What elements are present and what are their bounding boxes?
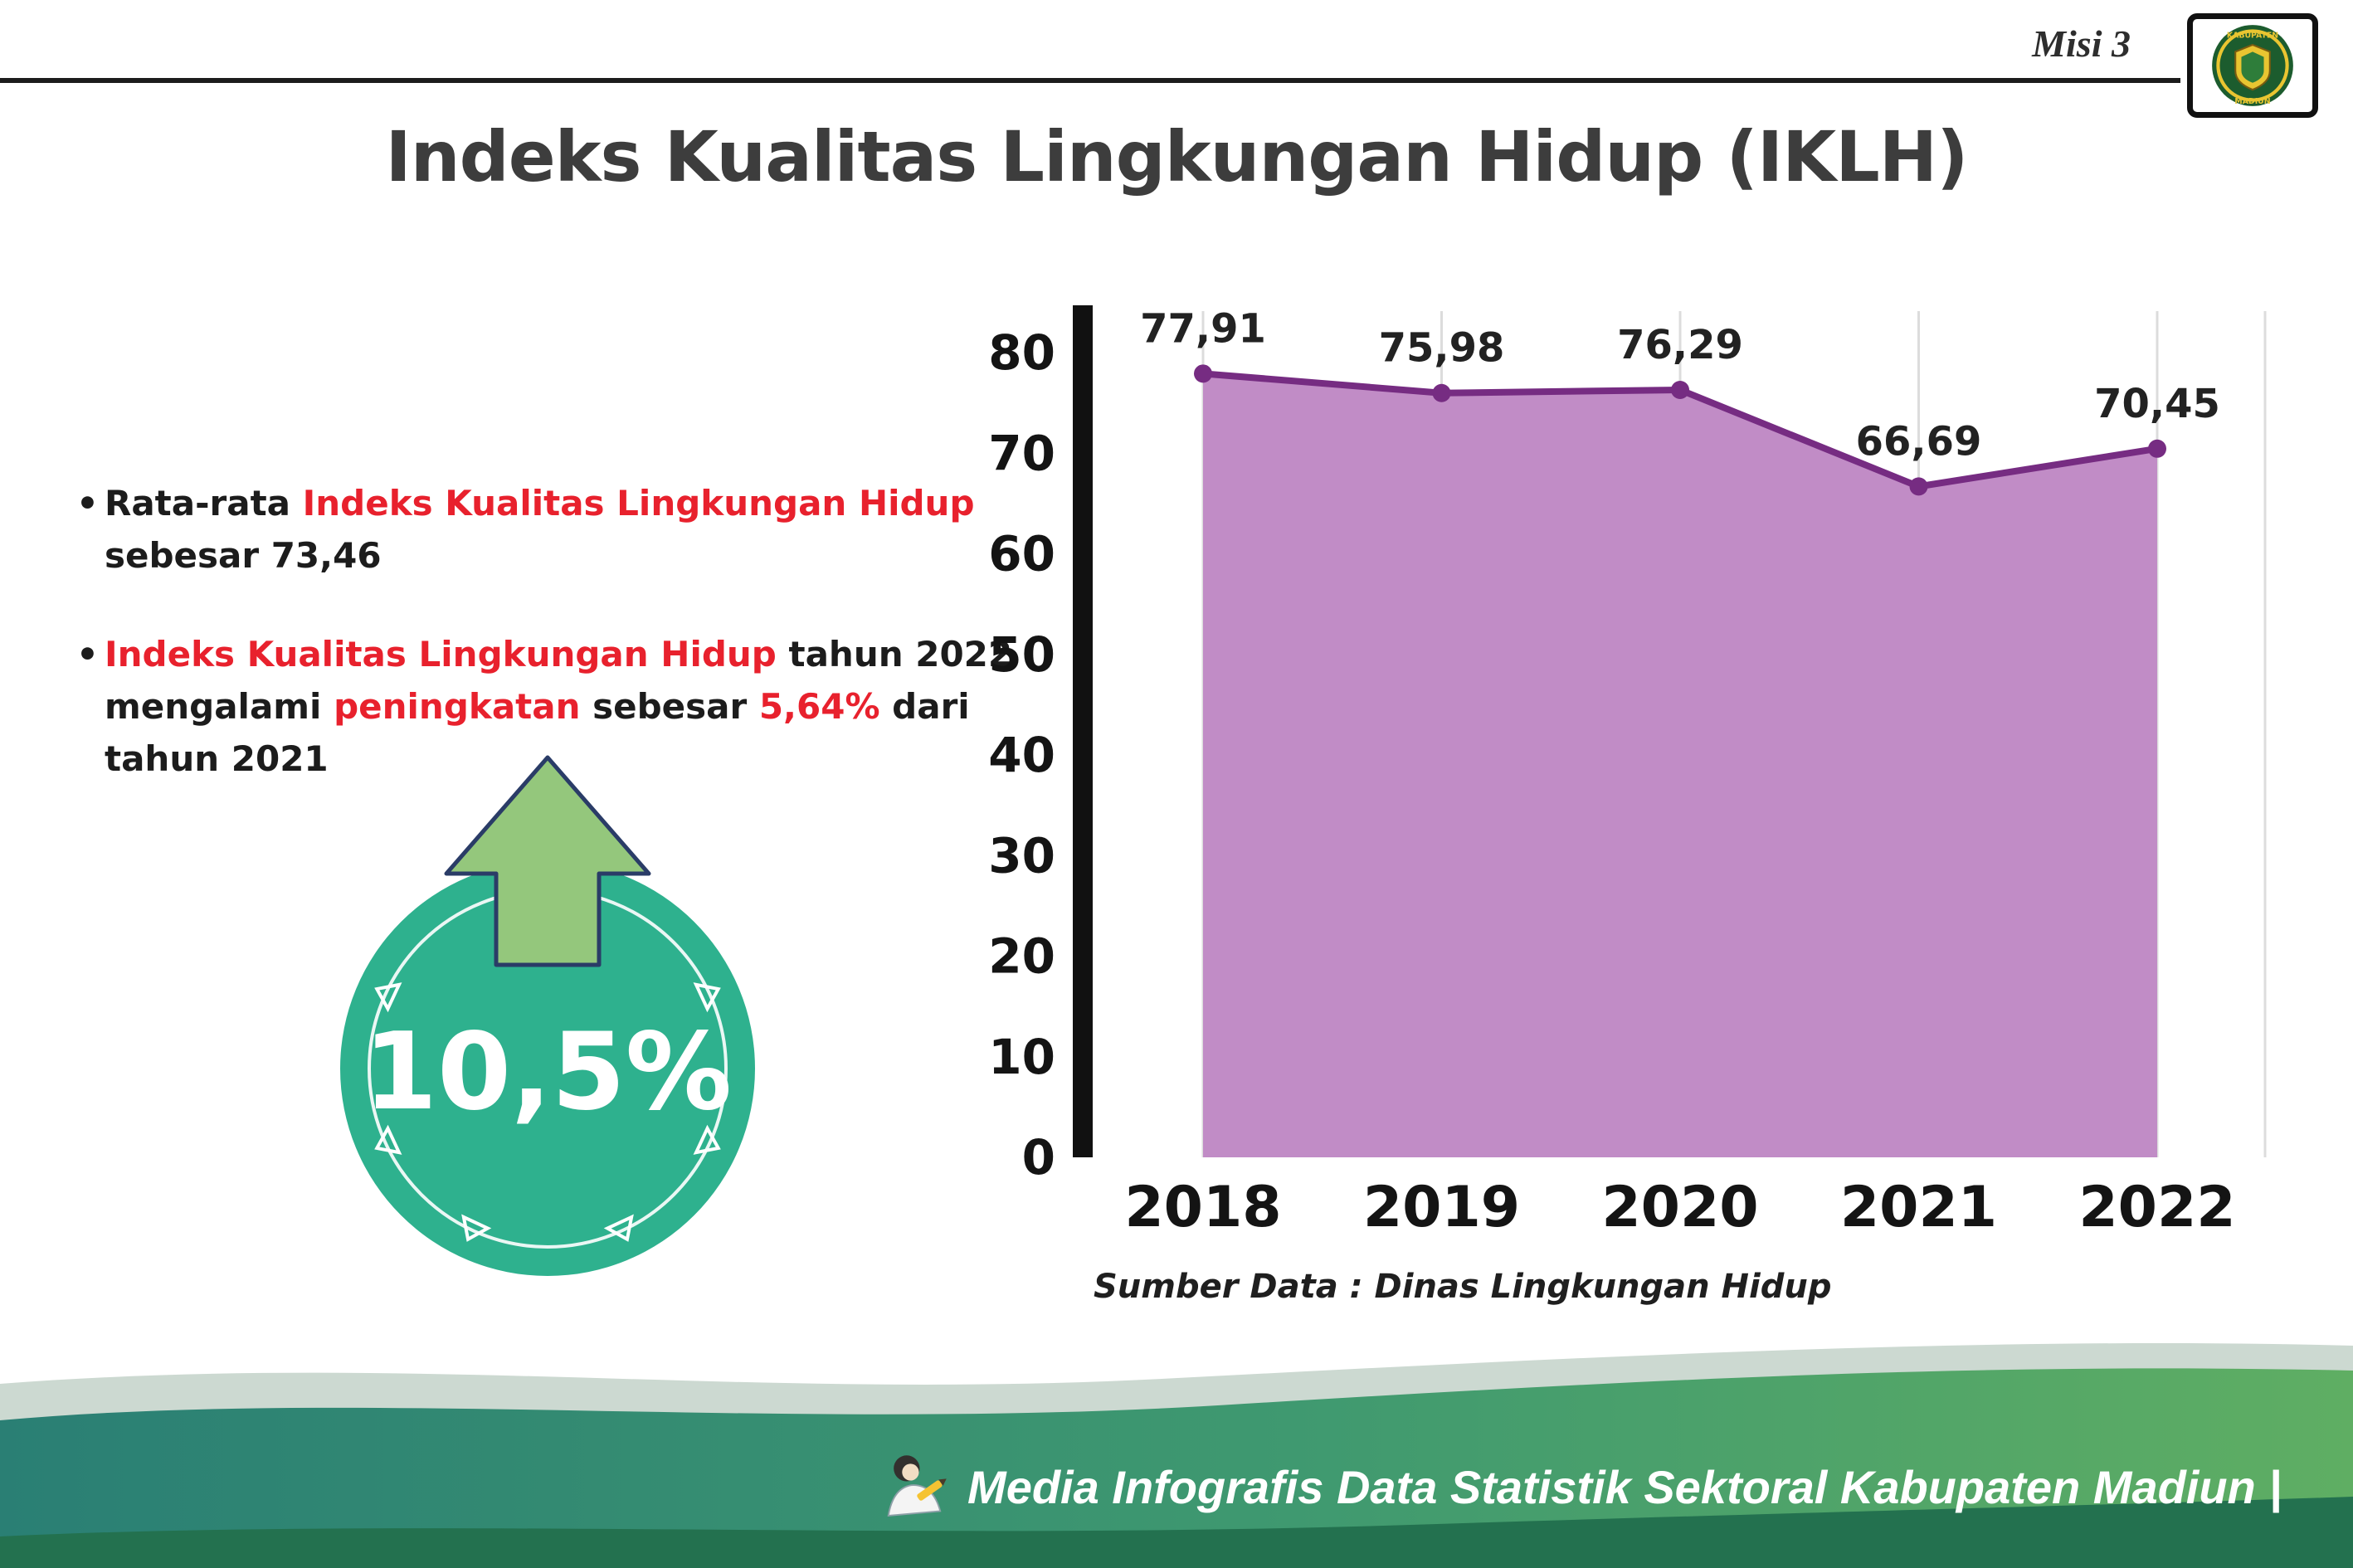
y-tick-label: 10: [988, 1029, 1055, 1085]
mascot-icon: [887, 1455, 947, 1517]
x-tick-label: 2021: [1840, 1175, 1997, 1240]
point-label: 77,91: [1140, 305, 1266, 352]
data-point: [1432, 383, 1451, 402]
logo-text-bottom: MADIUN: [2234, 97, 2270, 106]
chart-canvas: 0 10 20 30 40 50 60 70 80 2018 2019 2020 2021 2022 77,…: [988, 305, 2267, 1240]
bullet-increase-2022: Indeks Kualitas Lingkungan Hidup tahun 2…: [76, 628, 1014, 785]
mascot-face: [902, 1463, 919, 1481]
ring-tick-triangle: [461, 1214, 492, 1242]
percent-value: 10,5%: [363, 1010, 732, 1134]
bullet-text-segment: Indeks Kualitas Lingkungan Hidup: [302, 483, 975, 523]
logo-shield-inner: [2241, 51, 2264, 83]
ring-tick-triangle: [693, 982, 721, 1013]
ring-tick-triangle: [374, 1124, 402, 1155]
header-rule: [0, 78, 2180, 83]
y-tick-label: 80: [988, 324, 1055, 381]
bullet-text-segment: Indeks Kualitas Lingkungan Hidup: [105, 634, 777, 674]
footer-caption: Media Infografis Data Statistik Sektoral…: [967, 1460, 2282, 1513]
summary-bullets: Rata-rata Indeks Kualitas Lingkungan Hid…: [76, 477, 1014, 831]
misi-label: Misi 3: [2032, 22, 2131, 65]
bullet-text-segment: dari tahun 2021: [105, 686, 970, 779]
y-tick-label: 40: [988, 727, 1055, 783]
percent-badge-graphic: 10,5%: [340, 755, 755, 1276]
x-tick-label: 2019: [1363, 1175, 1520, 1240]
logo-crest-icon: KABUPATEN MADIUN: [2212, 25, 2293, 106]
percent-increase-badge: 10,5%: [315, 745, 780, 1293]
ring-tick-triangle: [693, 1124, 721, 1155]
data-point: [1194, 364, 1212, 383]
data-source-label: Sumber Data : Dinas Lingkungan Hidup: [1094, 1268, 1832, 1306]
up-arrow-icon: [444, 755, 651, 967]
data-point: [1909, 477, 1928, 496]
y-tick-label: 20: [988, 928, 1055, 985]
ring-tick-triangle: [603, 1214, 634, 1242]
bullet-text-segment: sebesar 73,46: [105, 535, 382, 576]
y-tick-label: 70: [988, 425, 1055, 481]
logo-text-top: KABUPATEN: [2227, 32, 2278, 41]
bullet-text-segment: 5,64%: [758, 686, 880, 727]
x-tick-label: 2022: [2078, 1175, 2235, 1240]
y-tick-label: 50: [988, 626, 1055, 683]
mascot-pencil: [917, 1478, 947, 1501]
bullet-text-segment: Rata-rata: [105, 483, 303, 523]
y-tick-label: 60: [988, 526, 1055, 582]
footer-caption-row: Media Infografis Data Statistik Sektoral…: [876, 1449, 2282, 1525]
x-tick-label: 2020: [1601, 1175, 1758, 1240]
footer-waves: [0, 1342, 2353, 1568]
data-point: [2148, 439, 2166, 458]
y-tick-label: 30: [988, 827, 1055, 884]
bullet-text-segment: sebesar: [580, 686, 759, 727]
badge-circle: [340, 861, 755, 1276]
bullet-text-segment: tahun 2022 mengalami: [105, 634, 1013, 727]
area-fill: [1203, 373, 2157, 1157]
point-label: 66,69: [1856, 418, 1982, 465]
page-title: Indeks Kualitas Lingkungan Hidup (IKLH): [385, 116, 1969, 197]
point-label: 70,45: [2094, 381, 2220, 427]
footer: Media Infografis Data Statistik Sektoral…: [0, 1319, 2353, 1568]
iklh-area-chart: 0 10 20 30 40 50 60 70 80 2018 2019 2020 2021 2022 77,…: [954, 299, 2282, 1294]
ring-tick-triangle: [374, 982, 402, 1013]
logo-ring: [2216, 29, 2289, 102]
wave-dark: [0, 1497, 2353, 1568]
bullet-text-segment: peningkatan: [334, 686, 581, 727]
kabupaten-madiun-logo: KABUPATEN MADIUN: [2187, 13, 2318, 118]
x-tick-label: 2018: [1124, 1175, 1281, 1240]
point-label: 76,29: [1617, 322, 1743, 368]
point-label: 75,98: [1379, 325, 1505, 372]
y-axis-bar: [1073, 305, 1093, 1157]
y-tick-label: 0: [1022, 1129, 1055, 1186]
bullet-average-iklh: Rata-rata Indeks Kualitas Lingkungan Hid…: [76, 477, 1014, 582]
data-point: [1671, 380, 1689, 399]
